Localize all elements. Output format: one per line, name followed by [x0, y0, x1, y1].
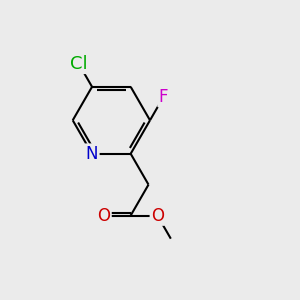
Text: Cl: Cl	[70, 55, 88, 73]
Text: O: O	[98, 206, 110, 224]
Text: O: O	[151, 206, 164, 224]
Text: N: N	[86, 145, 98, 163]
Text: F: F	[159, 88, 168, 106]
